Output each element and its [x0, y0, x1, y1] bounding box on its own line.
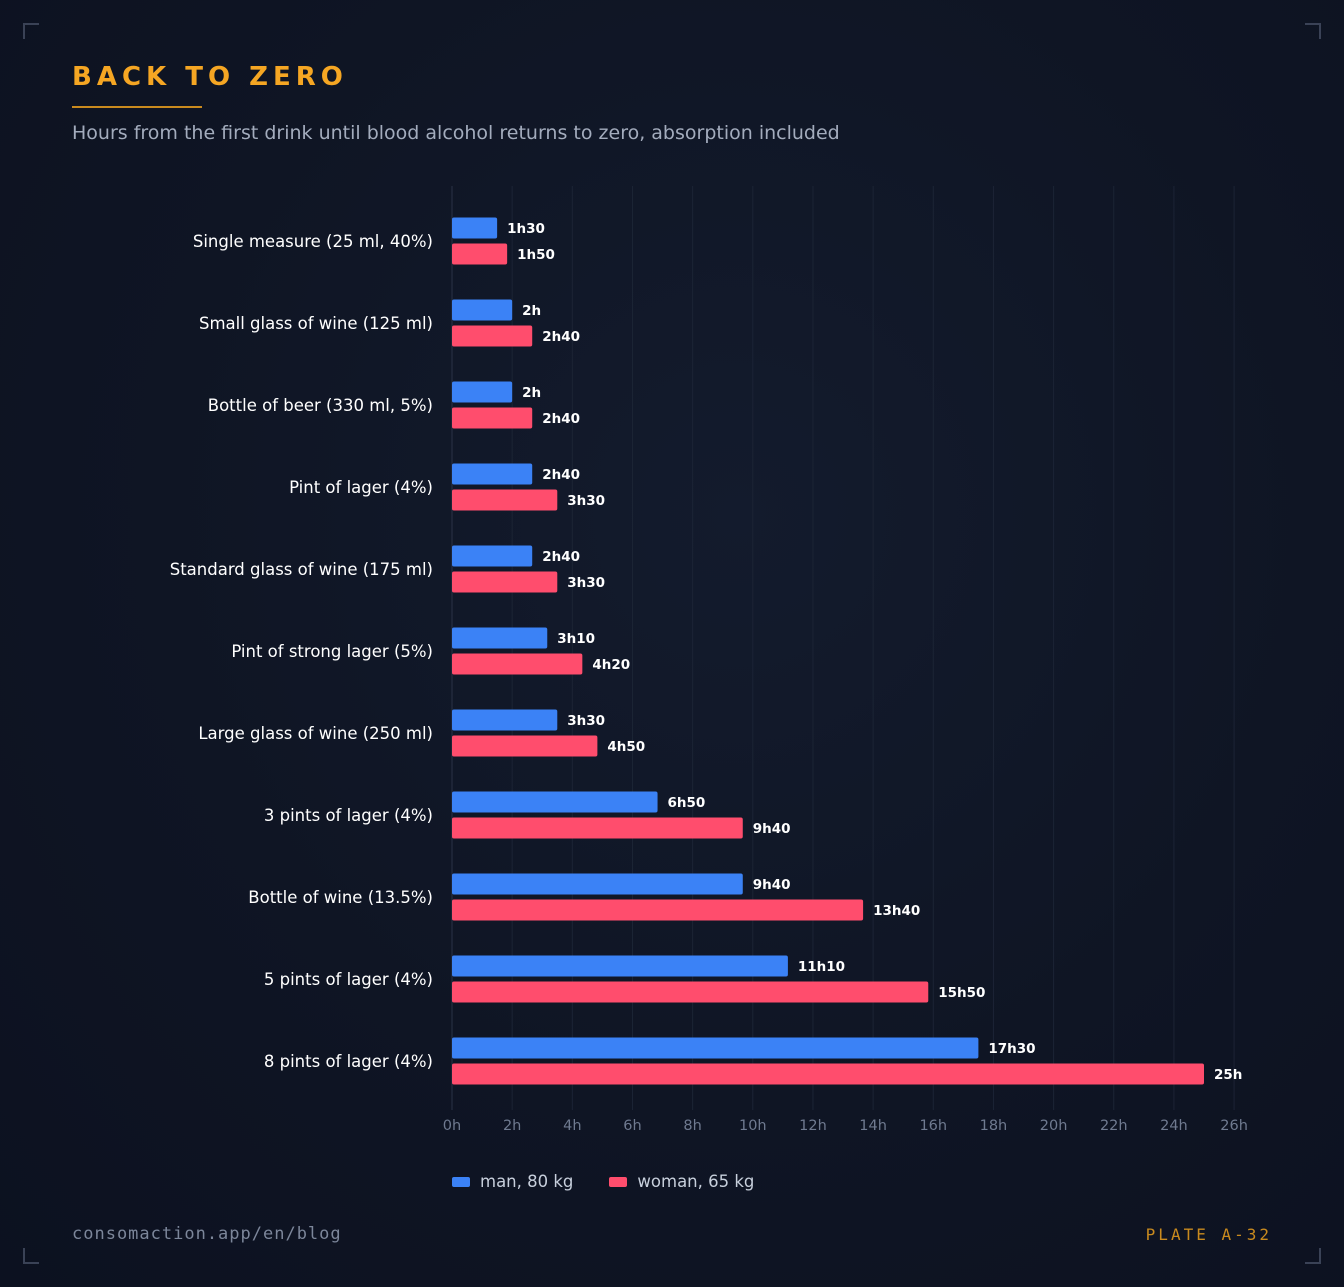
- bar-man: [452, 873, 743, 895]
- category-label: Bottle of wine (13.5%): [248, 888, 433, 907]
- corner-mark-top-left: [23, 23, 39, 39]
- value-label: 2h: [522, 385, 541, 401]
- x-tick-label: 14h: [859, 1118, 887, 1134]
- x-tick-label: 22h: [1100, 1118, 1128, 1134]
- value-label: 2h: [522, 303, 541, 319]
- category-label: Bottle of beer (330 ml, 5%): [208, 396, 433, 415]
- legend-item-man: man, 80 kg: [452, 1172, 573, 1191]
- value-label: 3h30: [567, 713, 605, 729]
- value-labels: 1h301h502h2h402h2h402h403h302h403h303h10…: [507, 221, 1242, 1083]
- value-label: 17h30: [988, 1041, 1035, 1057]
- category-label: Large glass of wine (250 ml): [198, 724, 433, 743]
- bar-man: [452, 217, 498, 239]
- bar-woman: [452, 735, 598, 757]
- x-tick-label: 16h: [919, 1118, 947, 1134]
- bar-woman: [452, 325, 533, 347]
- bar-man: [452, 627, 548, 649]
- value-label: 11h10: [798, 959, 845, 975]
- bar-chart: Single measure (25 ml, 40%) Small glass o…: [170, 186, 1248, 1134]
- legend-label-man: man, 80 kg: [480, 1172, 574, 1191]
- x-tick-label: 10h: [739, 1118, 767, 1134]
- bars: [452, 217, 1204, 1085]
- value-label: 2h40: [542, 549, 580, 565]
- bar-woman: [452, 981, 929, 1003]
- bar-man: [452, 463, 533, 485]
- value-label: 9h40: [753, 821, 791, 837]
- x-tick-label: 20h: [1040, 1118, 1068, 1134]
- bar-man: [452, 299, 513, 321]
- category-label: Pint of strong lager (5%): [231, 642, 433, 661]
- value-label: 3h30: [567, 575, 605, 591]
- x-tick-label: 8h: [683, 1118, 701, 1134]
- bar-man: [452, 955, 788, 977]
- category-label: 3 pints of lager (4%): [264, 806, 433, 825]
- value-label: 4h50: [607, 739, 645, 755]
- category-labels: Single measure (25 ml, 40%) Small glass o…: [170, 232, 433, 1071]
- legend: man, 80 kg woman, 65 kg: [452, 1172, 754, 1191]
- x-tick-label: 4h: [563, 1118, 581, 1134]
- bar-woman: [452, 489, 558, 511]
- title-underline: [72, 106, 202, 108]
- source-url: consomaction.app/en/blog: [72, 1224, 342, 1244]
- value-label: 13h40: [873, 903, 920, 919]
- x-tick-label: 24h: [1160, 1118, 1188, 1134]
- bar-woman: [452, 899, 864, 921]
- value-label: 2h40: [542, 467, 580, 483]
- category-label: 8 pints of lager (4%): [264, 1052, 433, 1071]
- bar-man: [452, 545, 533, 567]
- value-label: 2h40: [542, 411, 580, 427]
- bar-man: [452, 709, 558, 731]
- bar-man: [452, 791, 658, 813]
- bar-woman: [452, 653, 583, 675]
- category-label: Small glass of wine (125 ml): [199, 314, 433, 333]
- bar-woman: [452, 407, 533, 429]
- value-label: 3h30: [567, 493, 605, 509]
- bar-woman: [452, 243, 508, 265]
- value-label: 2h40: [542, 329, 580, 345]
- chart-title: BACK TO ZERO: [72, 62, 348, 92]
- bar-woman: [452, 1063, 1204, 1085]
- corner-mark-bottom-right: [1305, 1248, 1321, 1264]
- x-tick-label: 6h: [623, 1118, 641, 1134]
- legend-swatch-woman: [609, 1176, 628, 1187]
- legend-item-woman: woman, 65 kg: [609, 1172, 754, 1191]
- value-label: 15h50: [938, 985, 985, 1001]
- corner-mark-top-right: [1305, 23, 1321, 39]
- bar-woman: [452, 571, 558, 593]
- value-label: 25h: [1214, 1067, 1242, 1083]
- x-tick-label: 18h: [980, 1118, 1008, 1134]
- bar-man: [452, 381, 513, 403]
- corner-mark-bottom-left: [23, 1248, 39, 1264]
- category-label: Single measure (25 ml, 40%): [193, 232, 433, 251]
- category-label: Standard glass of wine (175 ml): [170, 560, 433, 579]
- category-label: Pint of lager (4%): [289, 478, 433, 497]
- value-label: 6h50: [668, 795, 706, 811]
- category-label: 5 pints of lager (4%): [264, 970, 433, 989]
- value-label: 4h20: [592, 657, 630, 673]
- plate-number: PLATE A-32: [1145, 1225, 1272, 1244]
- chart-subtitle: Hours from the first drink until blood a…: [72, 122, 840, 144]
- value-label: 9h40: [753, 877, 791, 893]
- value-label: 1h30: [507, 221, 545, 237]
- legend-label-woman: woman, 65 kg: [637, 1172, 755, 1191]
- legend-swatch-man: [452, 1176, 470, 1187]
- x-tick-label: 12h: [799, 1118, 827, 1134]
- x-tick-label: 0h: [443, 1118, 461, 1134]
- x-axis-ticks: 0h 2h 4h 6h 8h 10h 12h 14h 16h 18h 20h 22h 24h 26h: [443, 1118, 1248, 1134]
- x-tick-label: 2h: [503, 1118, 521, 1134]
- bar-man: [452, 1037, 979, 1059]
- value-label: 1h50: [517, 247, 555, 263]
- bar-woman: [452, 817, 743, 839]
- x-tick-label: 26h: [1220, 1118, 1248, 1134]
- value-label: 3h10: [557, 631, 595, 647]
